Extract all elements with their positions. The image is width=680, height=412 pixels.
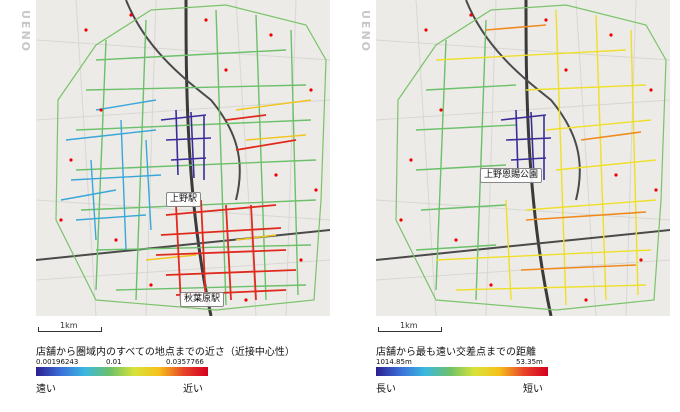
place-label-ueno-station: 上野駅 [166, 192, 202, 207]
legend-tick-mid: 0.01 [106, 358, 122, 366]
legend-color-ramp [376, 367, 548, 376]
network-green [75, 9, 317, 306]
legend-tick-max: 0.0357766 [166, 358, 204, 366]
rail-line-2 [125, 0, 241, 201]
area-label-left: UENO [19, 10, 32, 54]
network-yellow [145, 99, 312, 261]
store-points [59, 13, 318, 302]
network-purple [160, 109, 212, 180]
area-label-right: UENO [359, 10, 372, 54]
left-panel: 上野駅 秋葉原駅 1km 店舗から圏域内のすべての地点までの近さ（近接中心性） … [36, 0, 330, 412]
rail-line-3 [36, 229, 330, 261]
legend-tick-min: 0.00196243 [36, 358, 79, 366]
left-map-svg [36, 0, 330, 316]
legend-color-ramp [36, 367, 208, 376]
rail-line-3 [376, 229, 670, 261]
network-red [155, 114, 297, 306]
right-panel: 上野恩賜公園 1km 店舗から最も遠い交差点までの距離 1014.85m 53.… [376, 0, 670, 412]
legend-low-label: 遠い [36, 384, 56, 395]
rail-line [184, 0, 213, 316]
study-area [55, 4, 327, 311]
legend-high-label: 短い [523, 384, 543, 395]
legend-title: 店舗から圏域内のすべての地点までの近さ（近接中心性） [36, 347, 295, 358]
farthest-intersection-distance-map[interactable]: 上野恩賜公園 [376, 0, 670, 316]
scale-bar: 1km [38, 321, 102, 332]
place-label-akihabara-station: 秋葉原駅 [180, 292, 225, 307]
legend-tick-max-distance: 1014.85m [376, 358, 412, 366]
legend-title: 店舗から最も遠い交差点までの距離 [376, 347, 536, 358]
legend-low-label: 長い [376, 384, 396, 395]
study-area [395, 4, 667, 311]
scale-bar-line [378, 327, 442, 332]
closeness-centrality-map[interactable]: 上野駅 秋葉原駅 [36, 0, 330, 316]
right-map-svg [376, 0, 670, 316]
network-yellow [435, 9, 657, 306]
legend-tick-min-distance: 53.35m [516, 358, 543, 366]
scale-bar-line [38, 327, 102, 332]
scale-bar-label: 1km [60, 321, 78, 330]
network-orange [485, 24, 647, 271]
legend-high-label: 近い [183, 384, 203, 395]
base-map [36, 0, 330, 316]
network-green [415, 19, 517, 301]
place-label-ueno-park: 上野恩賜公園 [480, 168, 543, 183]
scale-bar: 1km [378, 321, 442, 332]
rail-line-2 [465, 0, 581, 201]
store-points [399, 13, 658, 302]
scale-bar-label: 1km [400, 321, 418, 330]
network-blue [60, 99, 162, 251]
rail-line [524, 0, 553, 316]
network-purple [500, 109, 552, 180]
